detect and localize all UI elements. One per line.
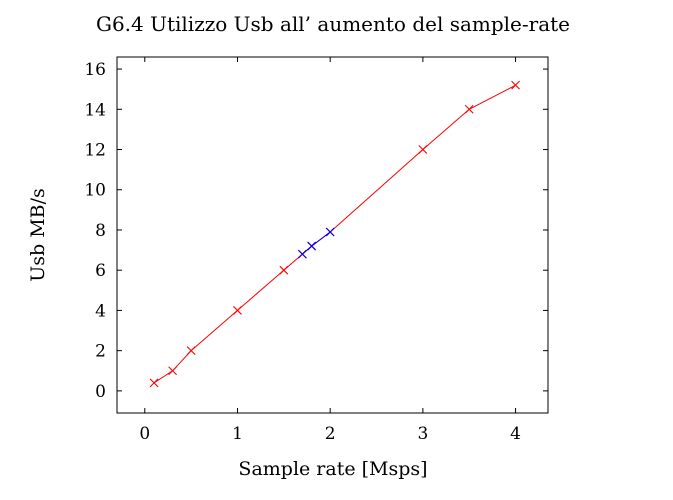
y-tick-label: 16 bbox=[84, 60, 106, 80]
x-tick-label: 2 bbox=[325, 424, 336, 444]
x-tick-label: 3 bbox=[417, 424, 428, 444]
data-point-marker bbox=[279, 265, 289, 275]
x-axis-label: Sample rate [Msps] bbox=[238, 458, 427, 480]
data-point-marker bbox=[168, 366, 178, 376]
y-tick-label: 4 bbox=[95, 301, 106, 321]
chart-title: G6.4 Utilizzo Usb all’ aumento del sampl… bbox=[96, 12, 570, 36]
y-tick-label: 8 bbox=[95, 221, 106, 241]
plot-area-frame bbox=[116, 56, 549, 414]
data-point-marker bbox=[186, 346, 196, 356]
data-point-marker bbox=[511, 80, 520, 90]
y-tick-label: 12 bbox=[84, 141, 106, 161]
data-point-marker bbox=[297, 249, 307, 259]
data-point-marker bbox=[418, 145, 428, 154]
data-point-marker bbox=[233, 306, 242, 315]
y-axis-label: Usb MB/s bbox=[27, 188, 49, 282]
y-tick-label: 6 bbox=[95, 261, 106, 281]
y-tick-label: 10 bbox=[84, 181, 106, 201]
data-point-marker bbox=[464, 104, 474, 114]
series-2 bbox=[297, 227, 335, 259]
data-point-marker bbox=[307, 241, 317, 251]
x-tick-label: 4 bbox=[510, 424, 521, 444]
series-line bbox=[153, 84, 516, 384]
y-tick-label: 2 bbox=[95, 342, 106, 362]
series-1 bbox=[149, 80, 520, 388]
x-tick-label: 0 bbox=[139, 424, 150, 444]
x-tick-label: 1 bbox=[232, 424, 243, 444]
series-line bbox=[302, 231, 331, 255]
y-tick-label: 0 bbox=[95, 382, 106, 402]
data-point-marker bbox=[325, 227, 335, 237]
y-tick-label: 14 bbox=[84, 100, 106, 120]
series-layer bbox=[149, 80, 520, 388]
data-point-marker bbox=[149, 378, 159, 388]
